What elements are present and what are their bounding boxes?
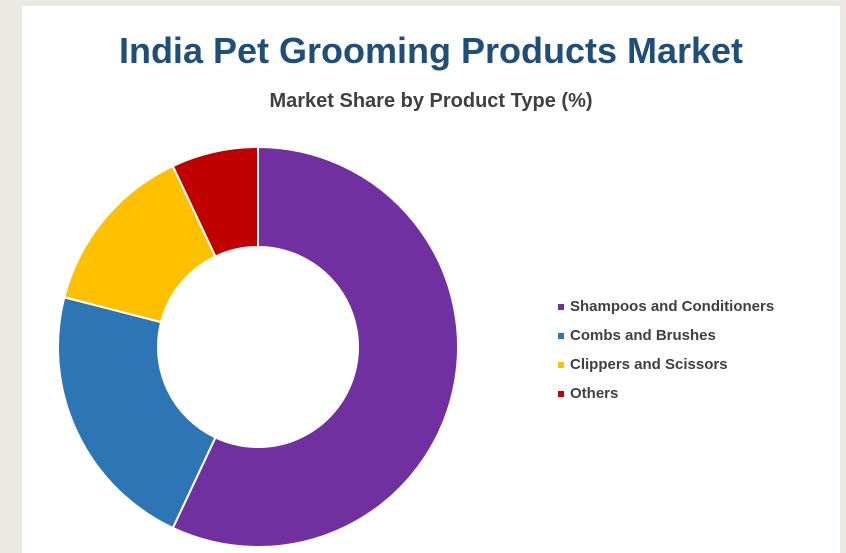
slice-combs-and-brushes	[57, 296, 217, 530]
legend-swatch	[558, 332, 564, 339]
legend-item-clippers-and-scissors: Clippers and Scissors	[558, 350, 774, 379]
legend-item-combs-and-brushes: Combs and Brushes	[558, 321, 774, 350]
chart-legend: Shampoos and Conditioners Combs and Brush…	[558, 292, 774, 408]
chart-subtitle: Market Share by Product Type (%)	[269, 90, 593, 112]
chart-title: India Pet Grooming Products Market	[118, 30, 744, 71]
legend-label: Clippers and Scissors	[570, 356, 728, 373]
chart-card: India Pet Grooming Products Market Marke…	[22, 6, 840, 553]
legend-item-others: Others	[558, 379, 774, 408]
legend-item-shampoos-and-conditioners: Shampoos and Conditioners	[558, 292, 774, 321]
legend-swatch	[558, 390, 564, 397]
slice-others	[171, 145, 259, 258]
legend-swatch	[558, 361, 564, 368]
slice-shampoos-and-conditioners	[171, 145, 459, 548]
donut-chart	[57, 145, 459, 548]
donut-slices	[57, 145, 459, 548]
legend-label: Shampoos and Conditioners	[570, 298, 775, 315]
legend-label: Others	[570, 385, 619, 402]
legend-label: Combs and Brushes	[570, 327, 716, 344]
legend-swatch	[558, 303, 564, 310]
